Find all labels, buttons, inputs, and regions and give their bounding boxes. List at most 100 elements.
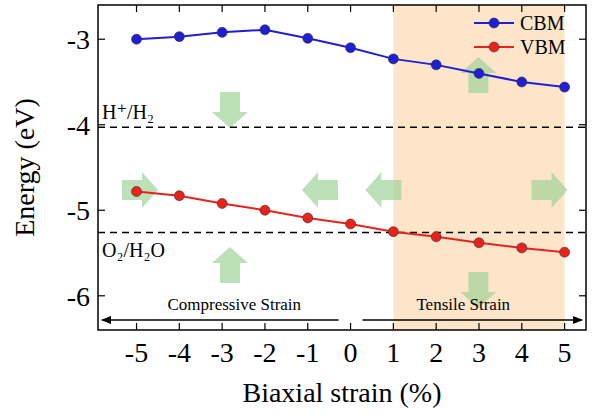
x-tick-label: -5 xyxy=(125,337,148,368)
series-line xyxy=(137,30,565,87)
x-tick-label: -1 xyxy=(296,337,319,368)
x-tick-top xyxy=(264,5,265,12)
strain-arrow-shape xyxy=(212,92,248,128)
point xyxy=(260,205,270,215)
x-tick-label: 5 xyxy=(558,337,572,368)
compressive-arrow xyxy=(102,319,339,320)
x-tick-top xyxy=(393,5,394,12)
point xyxy=(260,25,270,35)
point xyxy=(474,238,484,248)
reference-line xyxy=(98,127,586,129)
y-tick-label: -5 xyxy=(67,195,90,226)
y-tick-right xyxy=(579,295,586,296)
y-tick xyxy=(98,39,105,40)
x-tick-top xyxy=(350,5,351,12)
annotation: Compressive Strain xyxy=(167,295,301,314)
point xyxy=(174,191,184,201)
strain-arrow-icon xyxy=(532,172,568,208)
legend-marker xyxy=(489,42,499,52)
legend-marker xyxy=(489,18,499,28)
x-tick-label: -4 xyxy=(168,337,191,368)
point xyxy=(132,34,142,44)
x-tick-top xyxy=(179,5,180,12)
point xyxy=(303,213,313,223)
x-tick xyxy=(179,323,180,330)
strain-arrow-icon xyxy=(212,247,248,283)
x-tick xyxy=(393,323,394,330)
strain-arrow-icon xyxy=(365,172,401,208)
y-tick-label: -6 xyxy=(67,281,90,312)
x-tick-label: 3 xyxy=(472,337,486,368)
legend-label: CBM xyxy=(520,12,565,34)
y-tick xyxy=(98,210,105,211)
point xyxy=(132,186,142,196)
point xyxy=(431,232,441,242)
x-tick xyxy=(521,323,522,330)
strain-arrow-shape xyxy=(532,172,568,208)
reference-line xyxy=(98,232,586,234)
strain-arrow-icon xyxy=(302,172,338,208)
y-tick-right xyxy=(579,210,586,211)
point xyxy=(174,32,184,42)
point xyxy=(474,68,484,78)
x-tick-label: -3 xyxy=(210,337,233,368)
point xyxy=(217,198,227,208)
point xyxy=(388,227,398,237)
x-tick xyxy=(350,323,351,330)
strain-arrow-shape xyxy=(212,247,248,283)
y-tick-label: -4 xyxy=(67,110,90,141)
reference-label: H⁺/H₂ xyxy=(102,101,154,123)
x-tick-top xyxy=(478,5,479,12)
strain-arrow-icon xyxy=(122,172,158,208)
x-tick-label: 2 xyxy=(429,337,443,368)
point xyxy=(388,54,398,64)
x-tick xyxy=(307,323,308,330)
label-bg xyxy=(101,101,155,123)
x-tick xyxy=(564,323,565,330)
point xyxy=(303,33,313,43)
point xyxy=(560,82,570,92)
strain-arrow-icon xyxy=(212,92,248,128)
x-tick-top xyxy=(436,5,437,12)
x-axis-title: Biaxial strain (%) xyxy=(242,377,441,408)
x-tick-label: 1 xyxy=(386,337,400,368)
reference-label: O₂/H₂O xyxy=(102,239,165,261)
x-tick-label: -2 xyxy=(253,337,276,368)
x-tick xyxy=(136,323,137,330)
plot-area xyxy=(98,5,586,330)
point xyxy=(517,243,527,253)
x-tick xyxy=(264,323,265,330)
series-line xyxy=(137,191,565,252)
x-tick xyxy=(436,323,437,330)
y-tick xyxy=(98,295,105,296)
point xyxy=(217,27,227,37)
legend-label: VBM xyxy=(520,36,566,58)
annotation: Tensile Strain xyxy=(416,295,510,314)
y-tick-right xyxy=(579,39,586,40)
x-tick-top xyxy=(136,5,137,12)
x-tick-top xyxy=(307,5,308,12)
y-tick-right xyxy=(579,124,586,125)
x-tick-label: 4 xyxy=(515,337,529,368)
strain-arrow-shape xyxy=(122,172,158,208)
legend: CBMVBM xyxy=(474,12,566,58)
x-tick-label: 0 xyxy=(344,337,358,368)
strain-arrow-shape xyxy=(302,172,338,208)
x-tick-top xyxy=(521,5,522,12)
point xyxy=(346,43,356,53)
x-tick xyxy=(478,323,479,330)
point xyxy=(346,219,356,229)
y-axis-title: Energy (eV) xyxy=(9,98,40,237)
x-tick-top xyxy=(222,5,223,12)
x-tick-top xyxy=(564,5,565,12)
plot-frame xyxy=(98,5,586,330)
point xyxy=(560,247,570,257)
chart: -5 -4 -3 -2 -1 012345 -6 -5 -4 -3 Biaxial strain (… xyxy=(0,0,602,415)
tensile-arrow xyxy=(363,319,582,320)
y-tick xyxy=(98,124,105,125)
x-tick xyxy=(222,323,223,330)
y-tick-label: -3 xyxy=(67,24,90,55)
strain-arrow-shape xyxy=(365,172,401,208)
point xyxy=(517,77,527,87)
label-bg xyxy=(101,239,166,261)
